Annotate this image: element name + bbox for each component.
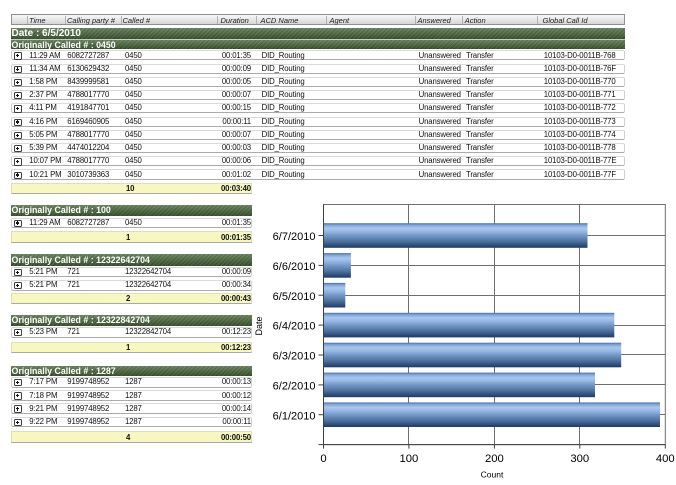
svg-text:6/1/2010: 6/1/2010 [273,410,316,422]
svg-text:6/6/2010: 6/6/2010 [273,261,316,273]
svg-text:0: 0 [320,453,326,465]
svg-text:400: 400 [656,453,675,465]
svg-text:100: 100 [399,453,418,465]
svg-text:Date: Date [254,316,264,335]
svg-text:6/5/2010: 6/5/2010 [273,291,316,303]
svg-text:300: 300 [570,453,589,465]
svg-text:6/3/2010: 6/3/2010 [273,351,316,363]
svg-text:6/7/2010: 6/7/2010 [273,231,316,243]
svg-text:Count: Count [481,470,504,480]
svg-text:6/2/2010: 6/2/2010 [273,381,316,393]
svg-text:6/4/2010: 6/4/2010 [273,321,316,333]
svg-text:200: 200 [485,453,504,465]
